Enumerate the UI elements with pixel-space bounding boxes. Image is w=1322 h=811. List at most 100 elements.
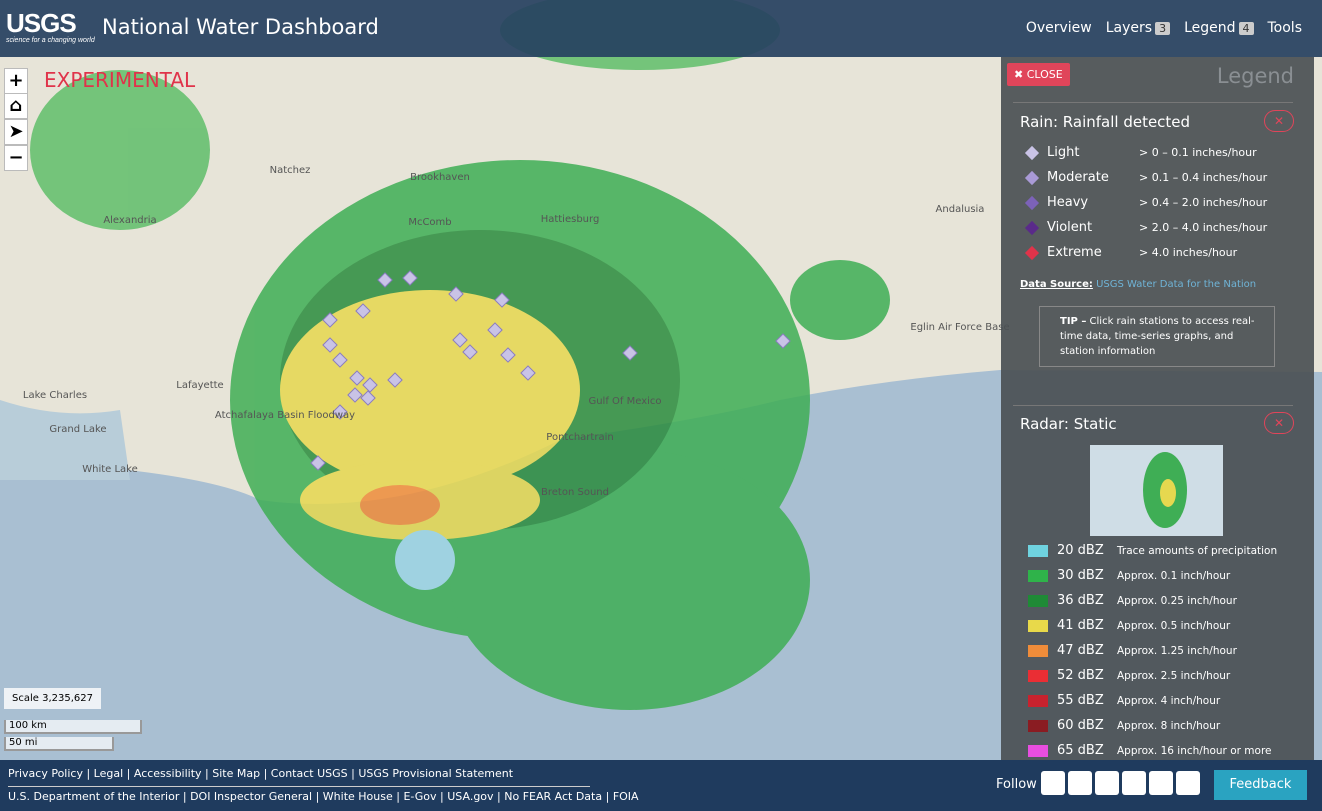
radar-desc: Approx. 1.25 inch/hour — [1117, 644, 1237, 657]
nav-label: Tools — [1267, 20, 1303, 36]
nav-item[interactable]: Overview — [1026, 20, 1092, 36]
nav-label: Layers — [1105, 20, 1153, 36]
place-label: Hattiesburg — [541, 214, 600, 225]
nav-label: Overview — [1025, 20, 1092, 36]
logo[interactable]: USGS — [6, 8, 77, 38]
footer-link[interactable]: Site Map — [202, 767, 261, 780]
footer-link[interactable]: Contact USGS — [260, 767, 348, 780]
remove-layer[interactable]: ✕ — [1264, 110, 1294, 132]
section-title: Radar: Static — [1020, 415, 1117, 433]
social-icon[interactable] — [1095, 771, 1119, 795]
rain-station[interactable] — [322, 312, 338, 328]
rain-station[interactable] — [487, 322, 503, 338]
rain-symbol — [1024, 170, 1040, 186]
rain-station[interactable] — [462, 344, 478, 360]
radar-desc: Approx. 0.5 inch/hour — [1117, 619, 1231, 632]
divider — [1013, 102, 1293, 103]
source-link[interactable]: USGS Water Data for the Nation — [1096, 279, 1257, 290]
nav-item[interactable]: Layers 3 — [1105, 20, 1171, 36]
rain-station[interactable] — [775, 333, 791, 349]
radar-swatch — [1028, 644, 1048, 657]
radar-swatch — [1028, 594, 1048, 607]
rain-station[interactable] — [332, 404, 348, 420]
social-icon[interactable] — [1122, 771, 1146, 795]
nav-badge: 4 — [1238, 22, 1254, 35]
place-label: McComb — [408, 217, 451, 228]
locate-button[interactable]: ➤ — [4, 119, 28, 145]
tagline: science for a changing world — [6, 37, 95, 44]
place-label: Gulf Of Mexico — [588, 396, 661, 407]
home-button[interactable]: ⌂ — [4, 93, 28, 119]
rain-station[interactable] — [362, 377, 378, 393]
zoom-out[interactable]: − — [4, 145, 28, 171]
nav-item[interactable]: Legend 4 — [1184, 20, 1254, 36]
nav: Overview Layers 3 Legend 4 Tools — [1026, 20, 1302, 36]
legend-title: Legend — [1216, 64, 1294, 88]
place-label: Lake Charles — [23, 390, 87, 401]
close-button[interactable]: ✖ CLOSE — [1007, 63, 1070, 86]
social-icon[interactable] — [1041, 771, 1065, 795]
place-label: Atchafalaya Basin Floodway — [215, 410, 355, 421]
rain-station[interactable] — [494, 292, 510, 308]
feedback-button[interactable]: Feedback — [1214, 770, 1307, 800]
rain-station[interactable] — [448, 286, 464, 302]
rain-station[interactable] — [402, 270, 418, 286]
place-label: Brookhaven — [410, 172, 470, 183]
follow-label: Follow — [996, 777, 1037, 792]
header: USGS science for a changing world Nation… — [0, 0, 1322, 57]
footer-link[interactable]: E-Gov — [393, 790, 437, 803]
radar-dbz: 65 dBZ — [1057, 743, 1104, 758]
rain-station[interactable] — [310, 455, 326, 471]
footer-link[interactable]: Privacy Policy — [8, 767, 83, 780]
rain-station[interactable] — [332, 352, 348, 368]
rain-station[interactable] — [520, 365, 536, 381]
rain-label: Violent — [1047, 220, 1093, 235]
footer-link[interactable]: FOIA — [602, 790, 638, 803]
data-source: Data Source: USGS Water Data for the Nat… — [1020, 279, 1256, 290]
footer-link[interactable]: Accessibility — [123, 767, 201, 780]
social-icon[interactable] — [1149, 771, 1173, 795]
radar-swatch — [1028, 669, 1048, 682]
social-icon[interactable] — [1068, 771, 1092, 795]
rain-station[interactable] — [387, 372, 403, 388]
rain-station[interactable] — [355, 303, 371, 319]
experimental-label: EXPERIMENTAL — [44, 68, 196, 92]
source-label: Data Source: — [1020, 279, 1093, 290]
rain-station[interactable] — [622, 345, 638, 361]
nav-item[interactable]: Tools — [1268, 20, 1303, 36]
social-icon[interactable] — [1176, 771, 1200, 795]
nav-label: Legend — [1184, 20, 1236, 36]
radar-dbz: 55 dBZ — [1057, 693, 1104, 708]
radar-dbz: 20 dBZ — [1057, 543, 1104, 558]
remove-layer[interactable]: ✕ — [1264, 412, 1294, 434]
rain-label: Heavy — [1047, 195, 1089, 210]
rain-station[interactable] — [349, 370, 365, 386]
rain-range: > 0.4 – 2.0 inches/hour — [1139, 196, 1268, 209]
footer-link[interactable]: U.S. Department of the Interior — [8, 790, 180, 803]
place-label: Natchez — [270, 165, 311, 176]
rain-station[interactable] — [347, 387, 363, 403]
zoom-in[interactable]: + — [4, 68, 28, 94]
footer-link[interactable]: Legal — [83, 767, 123, 780]
place-label: Lafayette — [176, 380, 223, 391]
tip-text: Click rain stations to access real-time … — [1060, 316, 1255, 357]
footer-link[interactable]: No FEAR Act Data — [494, 790, 603, 803]
radar-desc: Trace amounts of precipitation — [1117, 544, 1278, 557]
rain-range: > 4.0 inches/hour — [1139, 246, 1238, 259]
footer-link[interactable]: USGS Provisional Statement — [348, 767, 513, 780]
rain-station[interactable] — [377, 272, 393, 288]
footer-link[interactable]: DOI Inspector General — [179, 790, 312, 803]
place-label: White Lake — [82, 464, 138, 475]
radar-desc: Approx. 0.1 inch/hour — [1117, 569, 1231, 582]
rain-station[interactable] — [360, 390, 376, 406]
footer-link[interactable]: White House — [312, 790, 393, 803]
rain-station[interactable] — [500, 347, 516, 363]
radar-dbz: 36 dBZ — [1057, 593, 1104, 608]
rain-symbol — [1024, 145, 1040, 161]
rain-station[interactable] — [322, 337, 338, 353]
footer-link[interactable]: USA.gov — [437, 790, 494, 803]
section-title: Rain: Rainfall detected — [1020, 113, 1191, 131]
rain-range: > 2.0 – 4.0 inches/hour — [1139, 221, 1268, 234]
rain-station[interactable] — [452, 332, 468, 348]
